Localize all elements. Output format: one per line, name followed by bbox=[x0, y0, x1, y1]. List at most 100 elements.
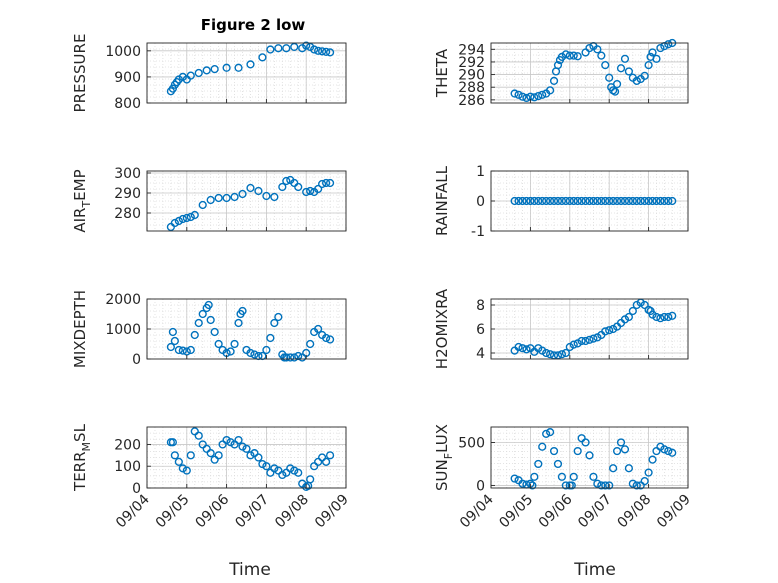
data-point bbox=[573, 196, 582, 206]
data-point bbox=[648, 455, 657, 464]
data-point bbox=[565, 196, 574, 206]
data-point bbox=[190, 210, 199, 220]
data-point bbox=[286, 464, 295, 473]
data-point bbox=[290, 353, 299, 362]
data-point bbox=[660, 445, 669, 454]
data-point bbox=[530, 196, 539, 206]
data-point bbox=[282, 44, 291, 53]
data-point bbox=[569, 196, 578, 206]
data-point bbox=[609, 464, 618, 473]
data-point bbox=[518, 92, 527, 101]
data-point bbox=[182, 213, 191, 223]
data-point bbox=[518, 196, 527, 206]
data-point bbox=[585, 451, 594, 460]
data-point bbox=[593, 196, 602, 206]
y-tick-label: 1 bbox=[476, 164, 485, 180]
data-point bbox=[656, 43, 665, 53]
data-point bbox=[254, 453, 263, 462]
data-series bbox=[166, 175, 335, 232]
data-point bbox=[628, 196, 637, 206]
data-point bbox=[522, 93, 531, 103]
data-point bbox=[601, 327, 610, 336]
data-point bbox=[238, 442, 247, 451]
data-point bbox=[648, 48, 657, 57]
data-point bbox=[206, 315, 215, 325]
data-point bbox=[549, 446, 559, 456]
data-point bbox=[569, 340, 578, 349]
data-point bbox=[230, 339, 239, 349]
data-point bbox=[534, 91, 543, 101]
axes-box bbox=[146, 42, 347, 104]
data-point bbox=[194, 318, 203, 328]
data-point bbox=[226, 438, 235, 447]
data-point bbox=[605, 326, 614, 335]
data-point bbox=[624, 464, 634, 473]
data-point bbox=[565, 51, 574, 60]
data-point bbox=[628, 479, 637, 488]
data-point bbox=[664, 446, 673, 456]
data-point bbox=[222, 63, 231, 72]
data-point bbox=[553, 459, 563, 469]
data-point bbox=[310, 45, 319, 54]
data-point bbox=[640, 71, 649, 80]
data-point bbox=[514, 196, 523, 206]
data-point bbox=[553, 196, 563, 206]
data-point bbox=[242, 444, 251, 453]
data-point bbox=[322, 178, 331, 188]
data-point bbox=[290, 466, 299, 475]
subplot-h2omixra: 4 6 8 H2OMIXRA bbox=[433, 288, 689, 369]
data-point bbox=[664, 40, 673, 49]
data-point bbox=[246, 348, 255, 358]
y-tick-label: 0 bbox=[132, 352, 141, 368]
data-point bbox=[640, 477, 649, 486]
x-axis-label-left: Time bbox=[228, 560, 271, 580]
data-series bbox=[510, 38, 677, 103]
data-point bbox=[573, 446, 582, 456]
data-point bbox=[609, 196, 618, 206]
data-series bbox=[510, 428, 677, 490]
data-point bbox=[186, 71, 195, 80]
data-point bbox=[612, 446, 622, 456]
data-point bbox=[545, 86, 555, 95]
data-point bbox=[204, 300, 213, 310]
data-point bbox=[567, 481, 576, 490]
data-point bbox=[178, 214, 187, 224]
data-point bbox=[214, 451, 223, 460]
data-point bbox=[266, 45, 275, 54]
data-point bbox=[605, 196, 614, 206]
y-tick-label: 280 bbox=[114, 206, 141, 222]
data-point bbox=[298, 353, 307, 362]
data-point bbox=[526, 196, 535, 206]
data-point bbox=[306, 186, 315, 196]
y-axis-label: SUNFLUX bbox=[433, 424, 455, 491]
data-point bbox=[202, 66, 211, 75]
data-point bbox=[174, 345, 183, 355]
data-point bbox=[528, 481, 537, 490]
data-point bbox=[644, 196, 653, 206]
data-point bbox=[222, 193, 231, 203]
data-point bbox=[597, 196, 606, 206]
data-point bbox=[325, 178, 335, 188]
data-point bbox=[668, 311, 677, 320]
y-tick-label: 290 bbox=[114, 186, 141, 202]
data-point bbox=[589, 196, 598, 206]
data-point bbox=[573, 52, 582, 61]
data-point bbox=[325, 335, 335, 344]
data-point bbox=[616, 438, 626, 447]
data-point bbox=[318, 47, 327, 56]
data-point bbox=[652, 54, 661, 63]
y-tick-label: -1 bbox=[471, 224, 485, 240]
data-point bbox=[664, 312, 673, 322]
data-point bbox=[561, 348, 570, 358]
y-tick-label: 286 bbox=[458, 93, 485, 109]
data-point bbox=[585, 335, 594, 344]
data-point bbox=[238, 306, 247, 316]
data-point bbox=[656, 196, 665, 206]
y-tick-label: 0 bbox=[132, 481, 141, 497]
data-point bbox=[652, 312, 661, 322]
data-point bbox=[230, 192, 239, 202]
data-point bbox=[168, 84, 177, 93]
axes-box bbox=[146, 170, 347, 232]
data-point bbox=[577, 336, 586, 346]
data-point bbox=[306, 475, 315, 484]
